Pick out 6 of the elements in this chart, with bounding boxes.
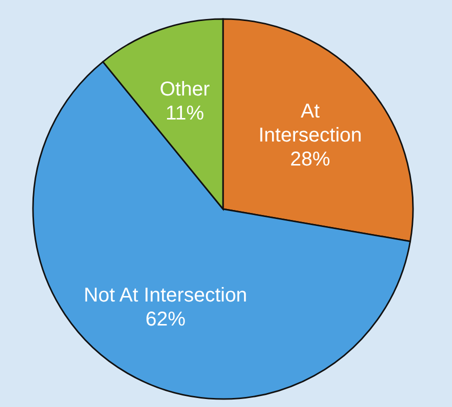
slice-label: Other (160, 78, 210, 101)
slice-label: At Intersection (258, 100, 362, 147)
slice-label: Not At Intersection (84, 284, 248, 306)
data-label: 11% (165, 102, 204, 125)
data-label: 28% (290, 148, 330, 171)
data-label: 62% (145, 308, 186, 330)
